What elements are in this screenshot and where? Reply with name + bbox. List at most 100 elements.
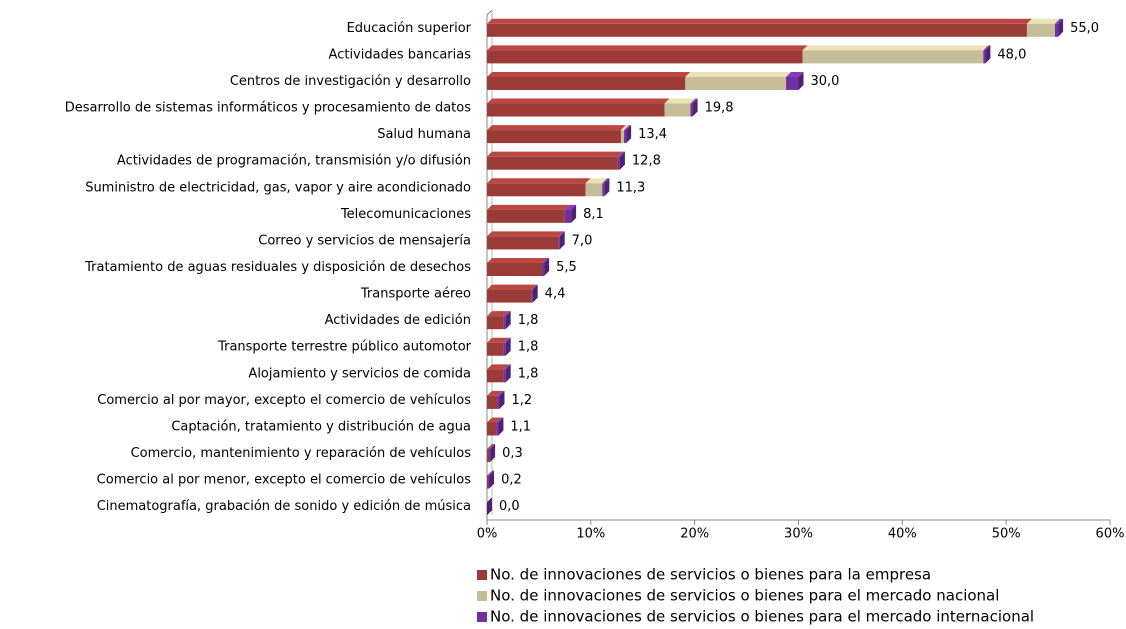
y-tick-label: Comercio, mantenimiento y reparación de … (131, 446, 472, 461)
bar (1026, 23, 1055, 37)
total-label: 30,0 (811, 74, 840, 89)
bar (487, 50, 803, 64)
bar (487, 475, 489, 489)
legend-swatch (477, 591, 487, 601)
bar (487, 395, 498, 409)
bar-top (487, 98, 670, 104)
bar-top (624, 125, 632, 131)
bar-top (1026, 18, 1060, 24)
total-label: 4,4 (545, 287, 566, 302)
bar (564, 209, 572, 223)
bar-side (489, 470, 495, 489)
total-label: 8,1 (583, 207, 604, 222)
bar (503, 369, 506, 383)
total-label: 1,8 (518, 313, 539, 328)
bar (488, 475, 490, 489)
y-tick-label: Telecomunicaciones (340, 207, 471, 222)
bar (497, 395, 500, 409)
bar-side (571, 204, 577, 223)
bar-top (487, 311, 509, 317)
bar (602, 183, 605, 197)
legend-swatch (477, 570, 487, 580)
bar (487, 342, 504, 356)
total-label: 1,1 (510, 419, 531, 434)
bar-top (487, 364, 509, 370)
x-tick-label: 60% (1096, 527, 1125, 542)
bar-top (503, 364, 511, 370)
bar-top (496, 417, 504, 423)
bar-side (1058, 18, 1064, 37)
bar-top (489, 444, 496, 450)
bar (983, 50, 986, 64)
total-label: 7,0 (572, 233, 593, 248)
bar-side (487, 497, 492, 516)
total-label: 11,3 (616, 180, 645, 195)
legend-swatch (477, 612, 487, 622)
total-label: 13,4 (638, 127, 667, 142)
y-tick-label: Desarrollo de sistemas informáticos y pr… (65, 101, 472, 116)
bar (487, 103, 665, 117)
bar-top (487, 45, 808, 51)
y-tick-label: Transporte aéreo (360, 287, 471, 302)
bar-top (487, 258, 548, 263)
y-tick-label: Centros de investigación y desarrollo (230, 74, 471, 89)
total-label: 55,0 (1070, 21, 1099, 36)
bar (487, 316, 504, 330)
bar-side (505, 364, 511, 383)
bar-side (985, 45, 991, 64)
bar (487, 263, 543, 276)
bar-side (692, 98, 698, 117)
bar-top (617, 151, 625, 157)
bar (624, 130, 627, 144)
bar (487, 449, 490, 463)
y-tick-label: Suministro de electricidad, gas, vapor y… (85, 180, 471, 195)
bar-top (564, 204, 577, 210)
y-tick-label: Actividades de edición (325, 313, 471, 328)
bar (487, 209, 565, 223)
total-label: 1,8 (518, 340, 539, 355)
bar-top (983, 45, 991, 51)
bar (558, 236, 560, 250)
bar (503, 316, 506, 330)
total-label: 0,2 (501, 473, 522, 488)
bar-top (585, 178, 608, 184)
bar-side (798, 71, 804, 90)
bar (531, 289, 533, 303)
bar-top (690, 98, 698, 104)
y-tick-label: Tratamiento de aguas residuales y dispos… (84, 260, 471, 275)
bar-top (488, 470, 495, 476)
bar-side (544, 258, 550, 276)
total-label: 0,3 (502, 446, 523, 461)
bar-top (487, 417, 502, 423)
bar (690, 103, 693, 117)
bar (487, 183, 586, 197)
total-label: 48,0 (997, 47, 1026, 62)
bar-top (558, 231, 565, 237)
bar-top (487, 284, 537, 290)
bar (487, 156, 618, 170)
bar-side (490, 444, 496, 463)
y-tick-label: Alojamiento y servicios de comida (248, 366, 471, 381)
bar-top (487, 71, 691, 77)
total-label: 0,0 (499, 499, 520, 514)
y-tick-label: Salud humana (377, 127, 471, 142)
bar (503, 342, 506, 356)
y-tick-label: Actividades de programación, transmisión… (117, 154, 471, 169)
x-tick-label: 20% (680, 527, 709, 542)
total-label: 1,2 (511, 393, 532, 408)
bar-top (487, 178, 591, 184)
bar (585, 183, 603, 197)
bar (487, 369, 504, 383)
bar-top (786, 71, 804, 77)
x-tick-label: 30% (784, 527, 813, 542)
bar-top (487, 231, 564, 237)
bar-top (602, 178, 610, 184)
total-label: 5,5 (556, 260, 577, 275)
y-tick-label: Captación, tratamiento y distribución de… (171, 419, 471, 434)
bar-top (487, 337, 509, 343)
total-label: 12,8 (632, 154, 661, 169)
bar-side (559, 231, 565, 250)
bar-top (487, 444, 495, 450)
legend-label: No. de innovaciones de servicios o biene… (490, 587, 999, 605)
